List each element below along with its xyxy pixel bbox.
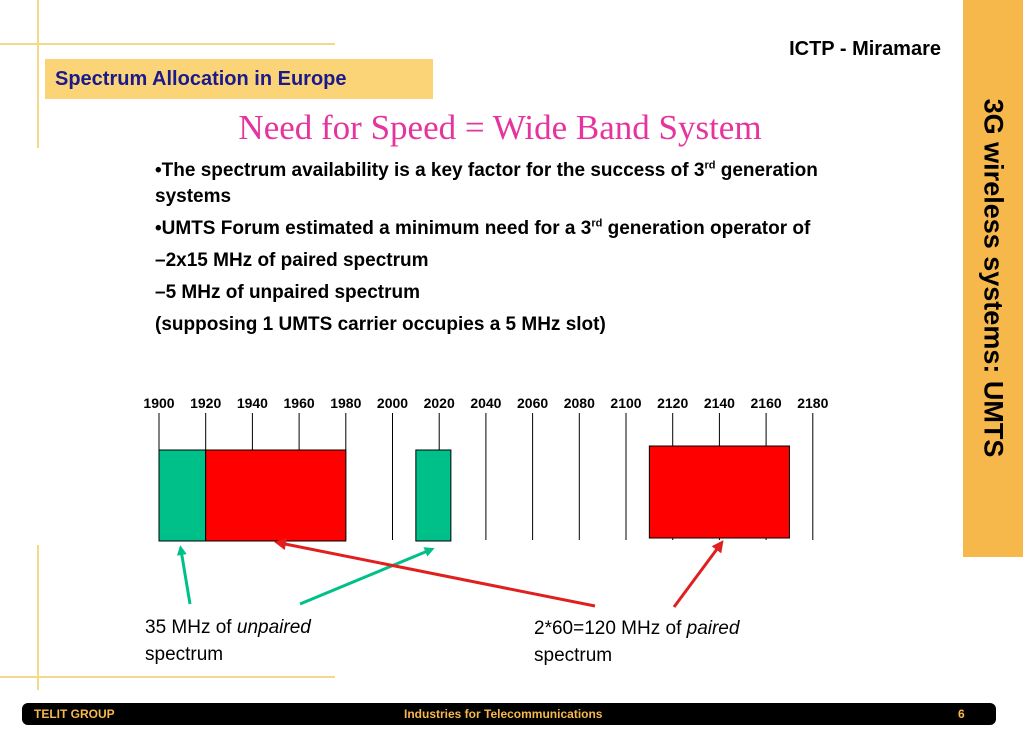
bullet-unpaired: –5 MHz of unpaired spectrum bbox=[155, 282, 420, 303]
section-title-box: Spectrum Allocation in Europe bbox=[45, 59, 433, 99]
annotation-arrows bbox=[176, 538, 724, 608]
caption-text: spectrum bbox=[145, 644, 224, 665]
caption-paired: 2*60=120 MHz of paired spectrum bbox=[534, 615, 739, 669]
bullet-paired: –2x15 MHz of paired spectrum bbox=[155, 250, 429, 271]
bullet-text: •UMTS Forum estimated a minimum need for… bbox=[155, 218, 592, 239]
footer-bar: TELIT GROUP Industries for Telecommunica… bbox=[22, 703, 996, 725]
red-arrow-right bbox=[672, 540, 724, 608]
decor-line-v-top bbox=[37, 0, 39, 148]
bullet-list: •The spectrum availability is a key fact… bbox=[155, 158, 845, 344]
tick-label-2180: 2180 bbox=[797, 395, 828, 411]
decor-line-v-bottom bbox=[37, 545, 39, 690]
tick-label-2120: 2120 bbox=[657, 395, 688, 411]
footer-left: TELIT GROUP bbox=[34, 707, 115, 721]
tick-label-1940: 1940 bbox=[237, 395, 268, 411]
bullet-tail: generation operator of bbox=[602, 218, 811, 239]
footer-page-number: 6 bbox=[958, 707, 965, 721]
decor-line-h-top bbox=[0, 43, 335, 45]
caption-emphasis: unpaired bbox=[236, 617, 311, 638]
red-arrow-left bbox=[274, 538, 596, 608]
tick-label-2140: 2140 bbox=[704, 395, 735, 411]
tick-labels: 1900 1920 1940 1960 1980 2000 2020 2040 2060 2080… bbox=[143, 395, 828, 411]
side-banner bbox=[963, 0, 1023, 557]
caption-text: spectrum bbox=[534, 645, 613, 666]
bullet-umts-forum: •UMTS Forum estimated a minimum need for… bbox=[155, 216, 845, 242]
footer-center: Industries for Telecommunications bbox=[404, 707, 603, 721]
tick-label-2100: 2100 bbox=[610, 395, 641, 411]
tick-label-2040: 2040 bbox=[470, 395, 501, 411]
page-title: Need for Speed = Wide Band System bbox=[238, 108, 762, 147]
band-paired-1920-1980 bbox=[205, 449, 347, 542]
bullet-tail: generation systems bbox=[155, 160, 818, 207]
tick-label-1920: 1920 bbox=[190, 395, 221, 411]
tick-label-1900: 1900 bbox=[143, 395, 174, 411]
tick-label-1960: 1960 bbox=[284, 395, 315, 411]
caption-text: 35 MHz of bbox=[145, 617, 237, 638]
band-unpaired-1900-1920 bbox=[158, 449, 207, 542]
spectrum-bands bbox=[158, 445, 790, 542]
bullet-text: •The spectrum availability is a key fact… bbox=[155, 160, 705, 181]
tick-label-2060: 2060 bbox=[517, 395, 548, 411]
bullet-sup: rd bbox=[591, 217, 603, 230]
bullet-spectrum-availability: •The spectrum availability is a key fact… bbox=[155, 158, 845, 210]
green-arrow-left bbox=[176, 545, 192, 605]
section-title: Spectrum Allocation in Europe bbox=[55, 67, 347, 90]
tick-label-2020: 2020 bbox=[424, 395, 455, 411]
tick-label-2000: 2000 bbox=[377, 395, 408, 411]
band-unpaired-2010-2025 bbox=[415, 449, 452, 542]
tick-label-2080: 2080 bbox=[564, 395, 595, 411]
header-org: ICTP - Miramare bbox=[789, 38, 941, 60]
caption-unpaired: 35 MHz of unpaired spectrum bbox=[145, 614, 311, 668]
caption-emphasis: paired bbox=[686, 618, 740, 639]
tick-label-2160: 2160 bbox=[751, 395, 782, 411]
bullet-sup: rd bbox=[704, 159, 716, 172]
tick-label-1980: 1980 bbox=[330, 395, 361, 411]
green-arrow-right bbox=[299, 547, 435, 606]
band-paired-2110-2170 bbox=[648, 445, 790, 539]
bullet-carrier-note: (supposing 1 UMTS carrier occupies a 5 M… bbox=[155, 314, 606, 335]
caption-text: 2*60=120 MHz of bbox=[534, 618, 687, 639]
decor-line-h-bottom bbox=[0, 676, 335, 678]
